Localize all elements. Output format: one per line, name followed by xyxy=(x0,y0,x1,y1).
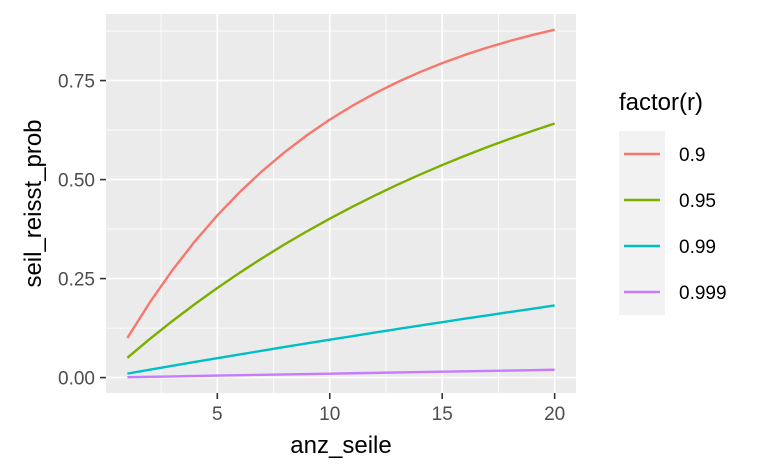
legend-item-0.999: 0.999 xyxy=(624,283,727,304)
legend-title: factor(r) xyxy=(619,89,703,116)
x-tick-label: 5 xyxy=(212,404,223,425)
y-tick-label: 0.00 xyxy=(58,369,95,390)
legend-item-0.9: 0.9 xyxy=(624,145,705,166)
legend-key-background xyxy=(619,131,665,315)
series-lines xyxy=(126,28,556,379)
series-line-0.999 xyxy=(127,368,555,379)
legend-label: 0.99 xyxy=(679,237,716,258)
plot-panel xyxy=(106,14,576,393)
x-tick-label: 20 xyxy=(544,404,565,425)
series-line-0.99 xyxy=(127,304,555,375)
legend-label: 0.999 xyxy=(679,283,727,304)
major-gridlines xyxy=(106,14,576,393)
x-axis-title: anz_seile xyxy=(290,432,391,459)
y-tick-label: 0.75 xyxy=(58,72,95,93)
x-tick-label: 15 xyxy=(432,404,453,425)
x-tick-label: 10 xyxy=(319,404,340,425)
legend-items: 0.9 0.95 0.99 0.999 xyxy=(624,145,727,304)
y-tick-label: 0.25 xyxy=(58,270,95,291)
legend: factor(r) 0.9 0.95 0.99 0.999 xyxy=(619,89,727,315)
legend-item-0.95: 0.95 xyxy=(624,191,716,212)
axes: 5 10 15 20 0.00 0.25 0.50 0.75 xyxy=(58,72,565,425)
series-line-0.95 xyxy=(126,122,556,359)
legend-label: 0.9 xyxy=(679,145,705,166)
legend-item-0.99: 0.99 xyxy=(624,237,716,258)
y-tick-label: 0.50 xyxy=(58,171,95,192)
series-line-0.9 xyxy=(126,28,555,339)
y-axis-title: seil_reisst_prob xyxy=(20,119,47,287)
legend-label: 0.95 xyxy=(679,191,716,212)
minor-gridlines xyxy=(106,14,576,393)
